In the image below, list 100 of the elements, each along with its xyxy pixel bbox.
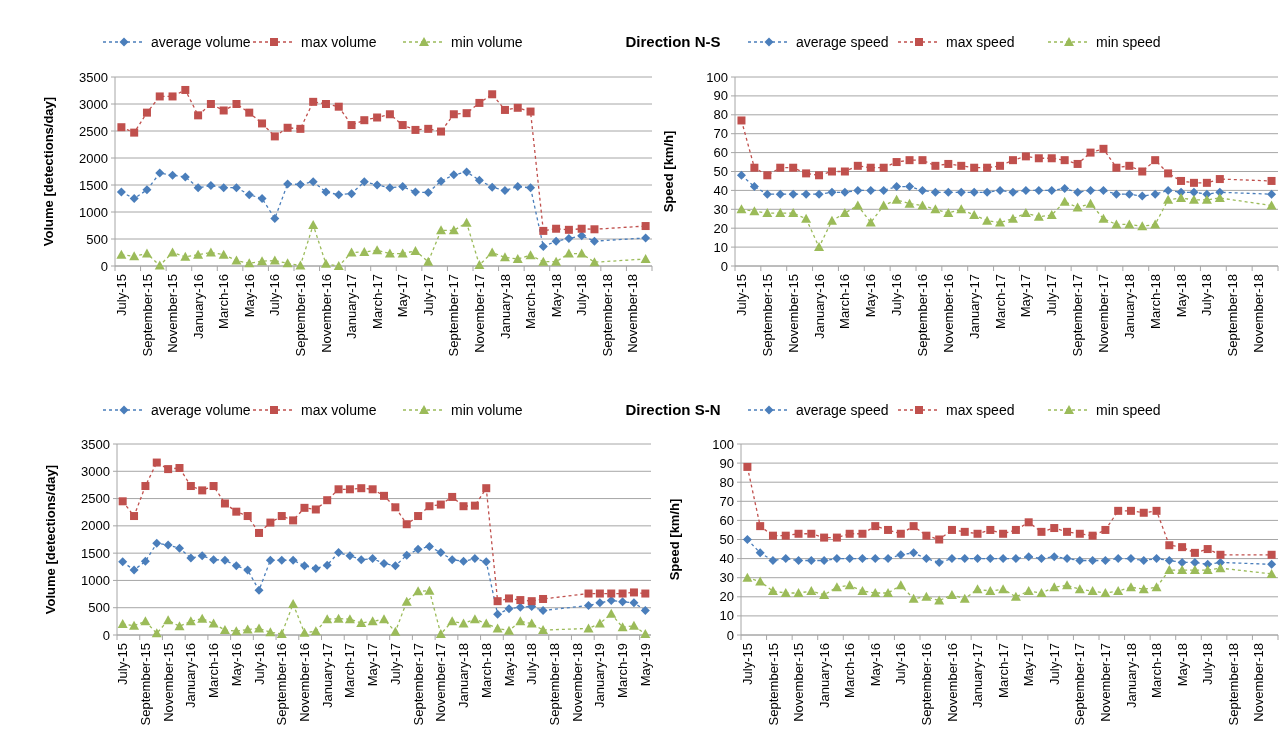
point [970, 163, 979, 172]
x-tick-label: March-18 [523, 274, 539, 329]
point [289, 516, 298, 525]
point [973, 554, 983, 564]
point [1063, 527, 1072, 536]
point [956, 204, 967, 214]
point [1266, 568, 1277, 578]
point [767, 586, 778, 596]
point [969, 187, 979, 197]
point [436, 225, 447, 235]
point [820, 533, 829, 542]
point [844, 580, 855, 590]
point [299, 561, 309, 571]
point [1049, 552, 1059, 562]
point [516, 596, 525, 605]
point [474, 175, 484, 185]
x-tick-label: March-18 [1147, 274, 1163, 329]
point [857, 586, 868, 596]
point [1099, 144, 1108, 153]
point [883, 587, 894, 597]
point [736, 204, 747, 214]
x-tick-label: July-18 [1200, 643, 1216, 685]
point [231, 626, 242, 636]
point [905, 156, 914, 165]
point [1021, 185, 1031, 195]
point [311, 505, 320, 514]
point [921, 591, 932, 601]
x-tick-label: September-17 [1070, 274, 1086, 357]
point [982, 187, 992, 197]
point [1176, 192, 1187, 202]
point [606, 596, 616, 606]
point [931, 161, 940, 170]
point [763, 171, 772, 180]
point [449, 110, 458, 119]
point [870, 554, 880, 564]
point [1046, 209, 1057, 219]
point [819, 556, 829, 566]
point [870, 587, 881, 597]
x-tick-label: July-18 [574, 274, 590, 316]
point [806, 586, 817, 596]
point [788, 208, 799, 218]
x-tick-label: September-15 [759, 274, 775, 357]
point [470, 554, 480, 564]
y-tick-label: 2000 [79, 150, 108, 166]
point [1011, 525, 1020, 534]
point [436, 176, 446, 186]
point [904, 198, 915, 208]
point [879, 185, 889, 195]
point [1163, 185, 1173, 195]
point [831, 582, 842, 592]
point [1139, 556, 1149, 566]
x-tick-label: September-16 [292, 274, 308, 357]
x-tick-label: July-17 [387, 643, 403, 685]
point [245, 108, 254, 117]
point [488, 90, 497, 99]
point [960, 554, 970, 564]
point [883, 554, 893, 564]
point [892, 182, 902, 192]
point [895, 580, 906, 590]
point [461, 217, 472, 227]
point [140, 616, 151, 626]
point [333, 261, 344, 270]
point [448, 225, 459, 235]
point [538, 605, 548, 615]
y-tick-label: 0 [102, 627, 110, 643]
point [814, 242, 825, 252]
point [1062, 554, 1072, 564]
point [1164, 556, 1174, 566]
point [576, 248, 587, 258]
point [367, 616, 378, 626]
point [935, 535, 944, 544]
point [737, 116, 746, 125]
point [1024, 552, 1034, 562]
point [526, 183, 536, 193]
point [909, 548, 919, 558]
point [276, 628, 287, 638]
point [141, 482, 150, 491]
point [219, 183, 229, 193]
y-tick-label: 20 [713, 220, 728, 236]
x-tick-label: March-16 [837, 274, 853, 329]
point [1125, 161, 1134, 170]
point [1112, 163, 1121, 172]
point [258, 119, 267, 128]
point [1126, 506, 1135, 515]
point [960, 527, 969, 536]
point [493, 609, 503, 619]
point [1098, 213, 1109, 223]
point [205, 247, 216, 257]
point [368, 485, 377, 494]
point [437, 127, 446, 136]
x-tick-label: January-18 [1123, 643, 1139, 709]
point [391, 503, 400, 512]
point [934, 557, 944, 567]
point [116, 249, 127, 259]
point [265, 555, 275, 565]
y-tick-label: 40 [713, 182, 728, 198]
point [344, 614, 355, 624]
point [174, 543, 184, 553]
x-tick-label: November-16 [318, 274, 334, 353]
point [379, 614, 389, 624]
